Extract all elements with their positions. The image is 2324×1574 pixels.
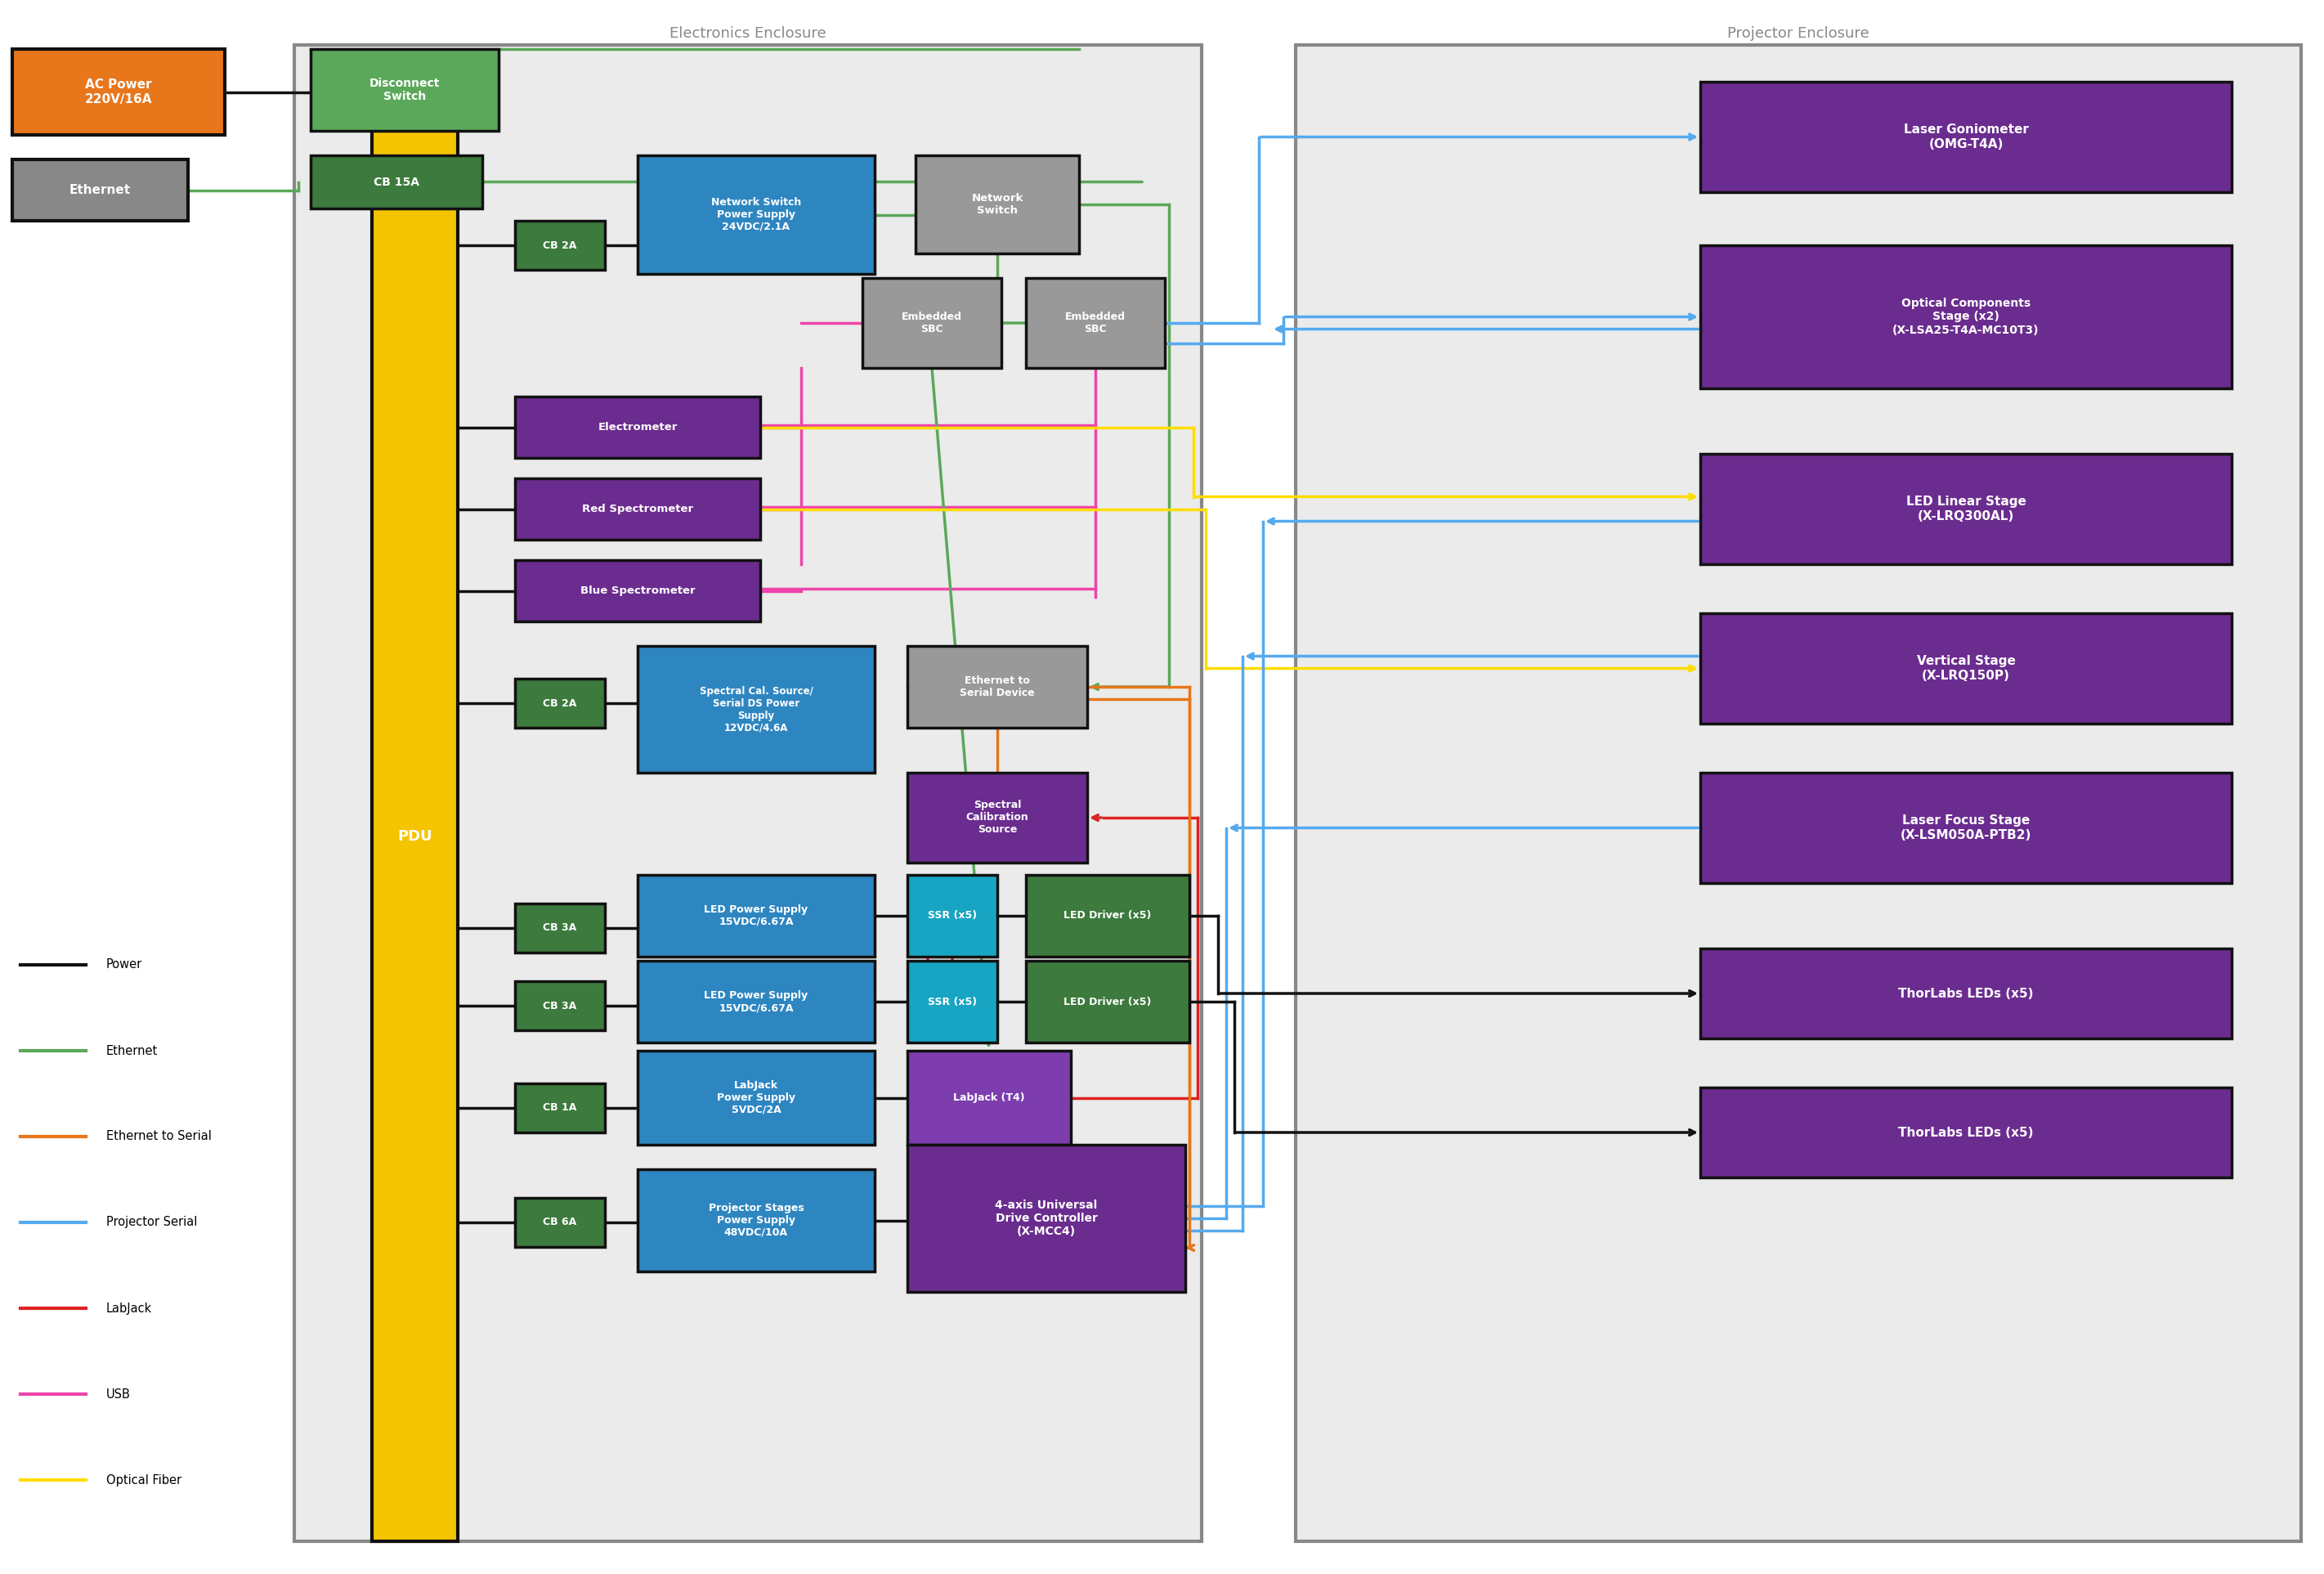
Text: CB 2A: CB 2A [544, 239, 576, 250]
Text: Disconnect
Switch: Disconnect Switch [370, 77, 439, 102]
FancyBboxPatch shape [1297, 46, 2301, 1541]
FancyBboxPatch shape [12, 159, 188, 220]
Text: USB: USB [107, 1388, 130, 1401]
FancyBboxPatch shape [1025, 875, 1190, 957]
Text: LabJack
Power Supply
5VDC/2A: LabJack Power Supply 5VDC/2A [716, 1080, 795, 1116]
Text: ThorLabs LEDs (x5): ThorLabs LEDs (x5) [1899, 987, 2034, 999]
Text: Projector Serial: Projector Serial [107, 1217, 198, 1229]
Text: Ethernet to Serial: Ethernet to Serial [107, 1130, 211, 1143]
FancyBboxPatch shape [372, 131, 458, 1541]
FancyBboxPatch shape [1701, 246, 2231, 389]
Text: Power: Power [107, 959, 142, 971]
FancyBboxPatch shape [906, 773, 1088, 863]
Text: Projector Stages
Power Supply
48VDC/10A: Projector Stages Power Supply 48VDC/10A [709, 1203, 804, 1237]
Text: Spectral
Calibration
Source: Spectral Calibration Source [967, 800, 1030, 836]
Text: LED Power Supply
15VDC/6.67A: LED Power Supply 15VDC/6.67A [704, 990, 809, 1014]
Text: Laser Goniometer
(OMG-T4A): Laser Goniometer (OMG-T4A) [1903, 124, 2029, 150]
Text: Spectral Cal. Source/
Serial DS Power
Supply
12VDC/4.6A: Spectral Cal. Source/ Serial DS Power Su… [700, 686, 813, 733]
Text: Embedded
SBC: Embedded SBC [902, 312, 962, 334]
Text: CB 15A: CB 15A [374, 176, 418, 187]
Text: SSR (x5): SSR (x5) [927, 910, 976, 921]
Text: SSR (x5): SSR (x5) [927, 996, 976, 1007]
FancyBboxPatch shape [516, 560, 760, 622]
FancyBboxPatch shape [906, 875, 997, 957]
FancyBboxPatch shape [1701, 453, 2231, 563]
Text: Electrometer: Electrometer [597, 422, 676, 433]
FancyBboxPatch shape [637, 1051, 874, 1144]
Text: CB 3A: CB 3A [544, 922, 576, 933]
FancyBboxPatch shape [637, 960, 874, 1042]
Text: Optical Components
Stage (x2)
(X-LSA25-T4A-MC10T3): Optical Components Stage (x2) (X-LSA25-T… [1892, 297, 2040, 335]
FancyBboxPatch shape [637, 645, 874, 773]
Text: Ethernet: Ethernet [107, 1045, 158, 1056]
FancyBboxPatch shape [1701, 773, 2231, 883]
Text: Projector Enclosure: Projector Enclosure [1727, 27, 1868, 41]
FancyBboxPatch shape [637, 875, 874, 957]
Text: Ethernet to
Serial Device: Ethernet to Serial Device [960, 675, 1034, 699]
Text: Blue Spectrometer: Blue Spectrometer [581, 586, 695, 597]
Text: LED Linear Stage
(X-LRQ300AL): LED Linear Stage (X-LRQ300AL) [1906, 496, 2027, 523]
FancyBboxPatch shape [516, 220, 604, 269]
Text: AC Power
220V/16A: AC Power 220V/16A [84, 79, 153, 105]
Text: Optical Fiber: Optical Fiber [107, 1473, 181, 1486]
Text: Embedded
SBC: Embedded SBC [1064, 312, 1125, 334]
Text: CB 1A: CB 1A [544, 1103, 576, 1113]
FancyBboxPatch shape [1701, 1088, 2231, 1177]
FancyBboxPatch shape [516, 981, 604, 1031]
FancyBboxPatch shape [1701, 614, 2231, 724]
Text: Red Spectrometer: Red Spectrometer [581, 504, 693, 515]
FancyBboxPatch shape [1701, 82, 2231, 192]
FancyBboxPatch shape [12, 49, 225, 135]
FancyBboxPatch shape [311, 49, 500, 131]
FancyBboxPatch shape [295, 46, 1202, 1541]
Text: LabJack (T4): LabJack (T4) [953, 1092, 1025, 1103]
Text: PDU: PDU [397, 828, 432, 844]
FancyBboxPatch shape [637, 156, 874, 274]
FancyBboxPatch shape [906, 645, 1088, 727]
Text: Network
Switch: Network Switch [971, 194, 1023, 216]
FancyBboxPatch shape [906, 1051, 1071, 1144]
FancyBboxPatch shape [1025, 960, 1190, 1042]
Text: 4-axis Universal
Drive Controller
(X-MCC4): 4-axis Universal Drive Controller (X-MCC… [995, 1199, 1097, 1237]
Text: LED Power Supply
15VDC/6.67A: LED Power Supply 15VDC/6.67A [704, 905, 809, 927]
FancyBboxPatch shape [1701, 949, 2231, 1039]
Text: LED Driver (x5): LED Driver (x5) [1064, 996, 1150, 1007]
Text: CB 3A: CB 3A [544, 1001, 576, 1011]
Text: Vertical Stage
(X-LRQ150P): Vertical Stage (X-LRQ150P) [1917, 655, 2015, 682]
Text: Laser Focus Stage
(X-LSM050A-PTB2): Laser Focus Stage (X-LSM050A-PTB2) [1901, 815, 2031, 841]
Text: Electronics Enclosure: Electronics Enclosure [669, 27, 827, 41]
FancyBboxPatch shape [906, 960, 997, 1042]
Text: ThorLabs LEDs (x5): ThorLabs LEDs (x5) [1899, 1127, 2034, 1138]
FancyBboxPatch shape [516, 1083, 604, 1132]
FancyBboxPatch shape [516, 903, 604, 952]
FancyBboxPatch shape [637, 1169, 874, 1272]
FancyBboxPatch shape [516, 478, 760, 540]
Text: CB 2A: CB 2A [544, 697, 576, 708]
Text: LED Driver (x5): LED Driver (x5) [1064, 910, 1150, 921]
FancyBboxPatch shape [516, 678, 604, 727]
FancyBboxPatch shape [1025, 279, 1164, 368]
FancyBboxPatch shape [516, 397, 760, 458]
Text: CB 6A: CB 6A [544, 1217, 576, 1228]
FancyBboxPatch shape [862, 279, 1002, 368]
FancyBboxPatch shape [311, 156, 483, 208]
Text: LabJack: LabJack [107, 1302, 153, 1314]
Text: Network Switch
Power Supply
24VDC/2.1A: Network Switch Power Supply 24VDC/2.1A [711, 197, 802, 233]
FancyBboxPatch shape [516, 1198, 604, 1247]
Text: Ethernet: Ethernet [70, 184, 130, 197]
FancyBboxPatch shape [906, 1144, 1185, 1292]
FancyBboxPatch shape [916, 156, 1078, 253]
